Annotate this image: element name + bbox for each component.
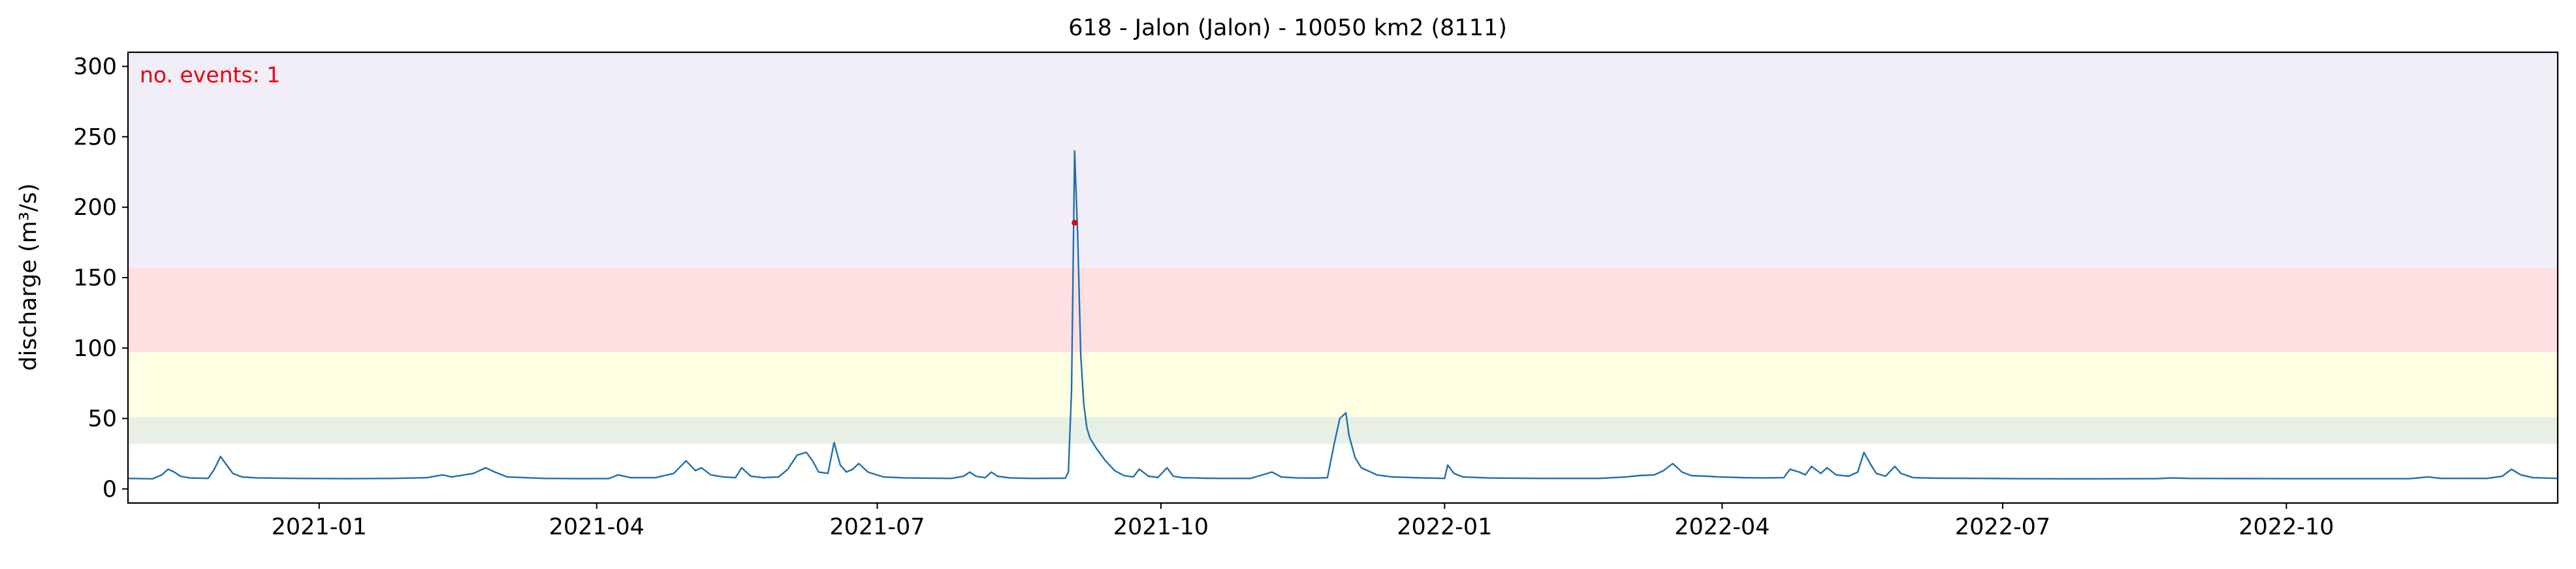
- event-marker: [1072, 219, 1078, 226]
- threshold-band: [128, 417, 2558, 444]
- event-count-annotation: no. events: 1: [140, 62, 280, 88]
- threshold-band: [128, 52, 2558, 268]
- x-tick-label: 2021-10: [1113, 514, 1209, 540]
- y-tick-label: 0: [103, 476, 117, 502]
- x-tick-label: 2022-07: [1955, 514, 2050, 540]
- x-tick-label: 2022-10: [2238, 514, 2334, 540]
- x-tick-label: 2022-01: [1397, 514, 1492, 540]
- y-tick-label: 300: [73, 54, 117, 80]
- y-tick-label: 150: [73, 265, 117, 291]
- chart-title: 618 - Jalon (Jalon) - 10050 km2 (8111): [1068, 15, 1507, 41]
- y-tick-label: 50: [87, 406, 117, 432]
- threshold-band: [128, 267, 2558, 353]
- y-tick-label: 250: [73, 124, 117, 150]
- y-axis-label: discharge (m³/s): [16, 183, 42, 370]
- threshold-band: [128, 352, 2558, 417]
- plot-area: 0 50 100 150 200 250 300 2021-01 2021-04 2021-07 2…: [73, 51, 2559, 540]
- x-tick-label: 2022-04: [1674, 514, 1770, 540]
- x-tick-label: 2021-04: [549, 514, 644, 540]
- y-tick-label: 200: [73, 195, 117, 221]
- discharge-series-line: [127, 150, 2558, 480]
- y-tick-label: 100: [73, 336, 117, 362]
- x-tick-label: 2021-07: [829, 514, 925, 540]
- x-tick-label: 2021-01: [272, 514, 367, 540]
